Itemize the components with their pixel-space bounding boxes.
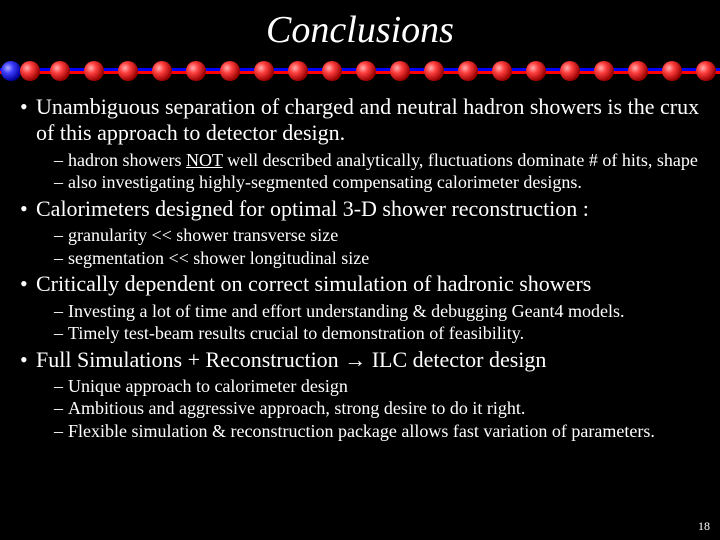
- sub-bullet-3-2: Flexible simulation & reconstruction pac…: [54, 420, 702, 443]
- sub-bullet-2-1: Timely test-beam results crucial to demo…: [54, 322, 702, 345]
- sub-list: granularity << shower transverse sizeseg…: [36, 224, 702, 269]
- sub-bullet-3-1: Ambitious and aggressive approach, stron…: [54, 397, 702, 420]
- bullet-text: Full Simulations + Reconstruction → ILC …: [36, 347, 546, 372]
- bullet-1: Calorimeters designed for optimal 3-D sh…: [18, 196, 702, 269]
- sub-bullet-0-0: hadron showers NOT well described analyt…: [54, 149, 702, 172]
- bullet-text: Unambiguous separation of charged and ne…: [36, 94, 699, 145]
- sub-bullet-1-1: segmentation << shower longitudinal size: [54, 247, 702, 270]
- content-area: Unambiguous separation of charged and ne…: [0, 94, 720, 442]
- page-number: 18: [698, 519, 710, 534]
- sub-bullet-1-0: granularity << shower transverse size: [54, 224, 702, 247]
- bullet-2: Critically dependent on correct simulati…: [18, 271, 702, 344]
- bullet-0: Unambiguous separation of charged and ne…: [18, 94, 702, 194]
- underlined-text: NOT: [186, 150, 223, 170]
- bullet-text: Calorimeters designed for optimal 3-D sh…: [36, 196, 589, 221]
- sub-list: hadron showers NOT well described analyt…: [36, 149, 702, 194]
- sub-bullet-3-0: Unique approach to calorimeter design: [54, 375, 702, 398]
- bullet-text: Critically dependent on correct simulati…: [36, 271, 591, 296]
- divider-graphic: [0, 56, 720, 86]
- sub-bullet-0-1: also investigating highly-segmented comp…: [54, 171, 702, 194]
- sub-bullet-2-0: Investing a lot of time and effort under…: [54, 300, 702, 323]
- slide-title: Conclusions: [0, 0, 720, 56]
- sub-list: Unique approach to calorimeter designAmb…: [36, 375, 702, 443]
- bullet-3: Full Simulations + Reconstruction → ILC …: [18, 347, 702, 443]
- arrow-icon: →: [344, 347, 366, 372]
- sub-list: Investing a lot of time and effort under…: [36, 300, 702, 345]
